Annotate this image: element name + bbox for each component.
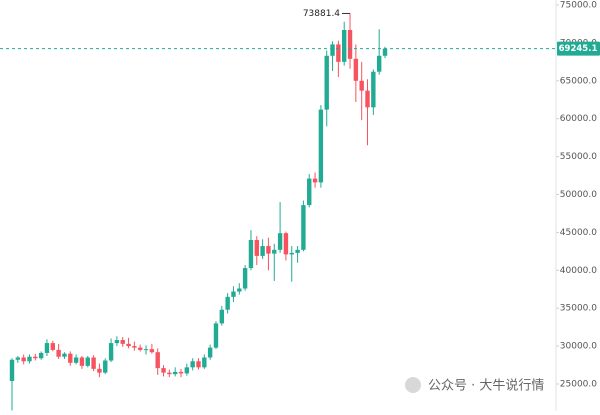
candle-body bbox=[103, 360, 108, 373]
candle-body bbox=[73, 357, 79, 363]
y-tick-label: 65000.0 bbox=[560, 76, 597, 86]
candle-body bbox=[225, 296, 230, 310]
high-label: 73881.4 bbox=[303, 9, 340, 19]
candle-body bbox=[318, 109, 324, 183]
candle-body bbox=[68, 353, 73, 363]
candle-body bbox=[155, 352, 160, 369]
y-tick-label: 60000.0 bbox=[560, 114, 597, 124]
candle-body bbox=[371, 71, 376, 108]
candle-body bbox=[149, 349, 155, 353]
candle-body bbox=[132, 346, 137, 348]
candle-body bbox=[21, 357, 26, 362]
y-tick-label: 30000.0 bbox=[560, 342, 597, 352]
candle-body bbox=[277, 233, 283, 250]
candle-body bbox=[56, 349, 61, 357]
candle-body bbox=[359, 80, 364, 91]
y-tick-label: 45000.0 bbox=[560, 228, 597, 238]
candle-body bbox=[143, 349, 149, 351]
candle-body bbox=[97, 368, 102, 373]
candle-body bbox=[272, 249, 277, 254]
candle-body bbox=[330, 44, 335, 56]
candle-body bbox=[50, 343, 55, 350]
y-tick-label: 50000.0 bbox=[560, 190, 597, 200]
y-tick-label: 35000.0 bbox=[560, 304, 597, 314]
candle-body bbox=[91, 357, 96, 369]
candle-body bbox=[9, 359, 15, 381]
candle-body bbox=[33, 356, 38, 359]
y-tick-label: 25000.0 bbox=[560, 380, 597, 390]
candle-body bbox=[38, 352, 44, 359]
candle-body bbox=[184, 367, 190, 374]
candle-body bbox=[114, 340, 120, 344]
candle-body bbox=[295, 249, 300, 253]
candle-body bbox=[336, 44, 341, 62]
watermark: 公众号 · 大牛说行情 bbox=[428, 379, 544, 394]
candle-body bbox=[312, 178, 318, 183]
candle-body bbox=[120, 340, 125, 344]
candle-body bbox=[324, 55, 329, 110]
candle-body bbox=[167, 372, 172, 375]
candle-body bbox=[376, 55, 382, 72]
candle-body bbox=[161, 368, 166, 373]
candle-body bbox=[301, 205, 306, 250]
last-price-box bbox=[557, 41, 600, 56]
candle-body bbox=[196, 361, 201, 368]
candle-body bbox=[207, 347, 213, 358]
candle-body bbox=[219, 309, 225, 324]
candle-body bbox=[85, 357, 90, 366]
candle-body bbox=[62, 353, 67, 357]
candle-body bbox=[178, 371, 184, 374]
candle-body bbox=[231, 291, 236, 297]
candle-body bbox=[289, 252, 294, 255]
candle-body bbox=[79, 357, 85, 366]
candle-body bbox=[342, 30, 347, 62]
candle-body bbox=[190, 361, 195, 368]
candle-body bbox=[266, 246, 271, 254]
y-tick-label: 40000.0 bbox=[560, 266, 597, 276]
candle-body bbox=[347, 30, 353, 59]
candle-body bbox=[126, 343, 131, 347]
candle-body bbox=[260, 246, 265, 256]
candle-body bbox=[27, 356, 32, 362]
candle-body bbox=[108, 343, 114, 361]
candle-body bbox=[172, 371, 178, 375]
candle-body bbox=[237, 288, 242, 292]
candle-body bbox=[138, 347, 143, 350]
candle-body bbox=[15, 357, 21, 360]
candle-body bbox=[353, 58, 359, 81]
candle-body bbox=[242, 268, 248, 289]
y-tick-label: 75000.0 bbox=[560, 1, 597, 11]
candle-body bbox=[202, 357, 207, 368]
candle-body bbox=[44, 343, 50, 353]
candle-body bbox=[248, 239, 254, 269]
y-tick-label: 55000.0 bbox=[560, 152, 597, 162]
last-price-label: 69245.1 bbox=[559, 44, 598, 54]
candle-body bbox=[382, 48, 388, 56]
candle-body bbox=[307, 178, 312, 206]
candle-body bbox=[365, 90, 370, 108]
candle-body bbox=[213, 323, 219, 348]
candle-body bbox=[283, 233, 289, 255]
watermark-icon bbox=[405, 377, 421, 393]
candle-body bbox=[254, 239, 259, 256]
